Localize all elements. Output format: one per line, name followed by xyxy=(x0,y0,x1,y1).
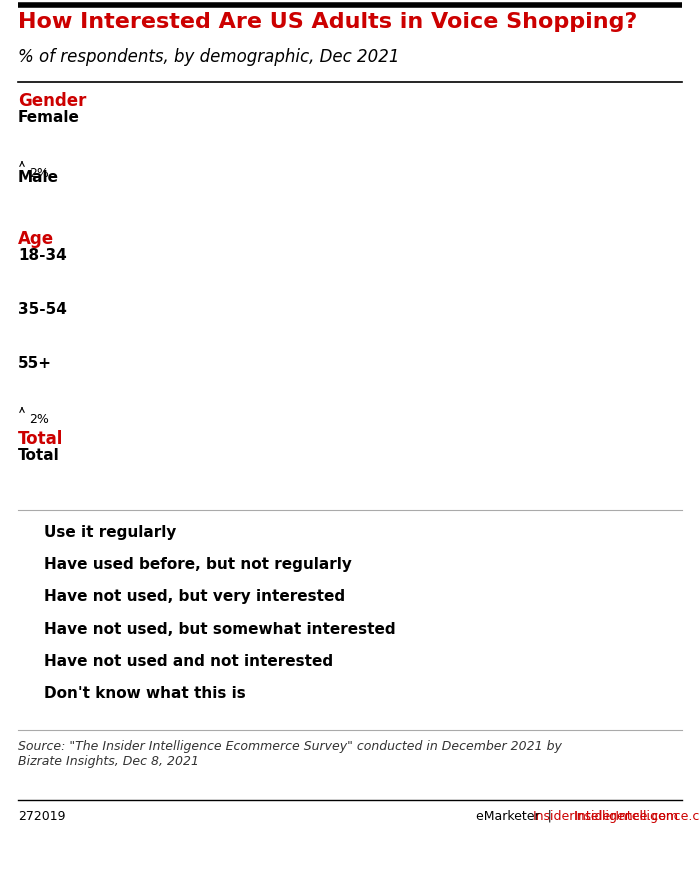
Text: 5%: 5% xyxy=(24,327,46,340)
Text: 55%: 55% xyxy=(431,135,461,148)
Text: 9%: 9% xyxy=(37,273,58,286)
Text: 13%: 13% xyxy=(105,273,135,286)
Text: 2%: 2% xyxy=(29,168,49,181)
Text: Male: Male xyxy=(18,170,59,185)
Text: 10%: 10% xyxy=(70,327,100,340)
Text: 11%: 11% xyxy=(184,273,213,286)
Text: 8%: 8% xyxy=(645,135,666,148)
Text: Female: Female xyxy=(18,110,80,125)
Text: Source: "The Insider Intelligence Ecommerce Survey" conducted in December 2021 b: Source: "The Insider Intelligence Ecomme… xyxy=(18,740,562,768)
Text: 6%: 6% xyxy=(61,381,82,394)
Text: 55+: 55+ xyxy=(18,356,52,371)
Text: InsiderIntelligence.com: InsiderIntelligence.com xyxy=(574,810,700,823)
Text: 21%: 21% xyxy=(179,135,209,148)
Text: 51%: 51% xyxy=(449,473,479,486)
Text: 10%: 10% xyxy=(167,195,197,208)
Text: 17%: 17% xyxy=(276,273,306,286)
Text: Have not used and not interested: Have not used and not interested xyxy=(44,653,333,668)
Text: 10%: 10% xyxy=(634,273,664,286)
Text: 59%: 59% xyxy=(425,381,454,394)
Text: 8%: 8% xyxy=(128,473,149,486)
Text: 8%: 8% xyxy=(34,195,55,208)
Text: Have used before, but not regularly: Have used before, but not regularly xyxy=(44,558,352,573)
Text: eMarketer  |: eMarketer | xyxy=(476,810,560,823)
Text: 5%: 5% xyxy=(24,381,46,394)
Text: 2%: 2% xyxy=(29,414,49,427)
Text: % of respondents, by demographic, Dec 2021: % of respondents, by demographic, Dec 20… xyxy=(18,48,400,66)
Text: Total: Total xyxy=(18,430,64,448)
Text: How Interested Are US Adults in Voice Shopping?: How Interested Are US Adults in Voice Sh… xyxy=(18,12,638,32)
Text: InsiderIntelligence.com: InsiderIntelligence.com xyxy=(533,810,679,823)
Text: 5%: 5% xyxy=(24,473,46,486)
Text: 7%: 7% xyxy=(648,473,669,486)
Text: 7%: 7% xyxy=(132,327,153,340)
Text: 9%: 9% xyxy=(71,473,92,486)
Text: 7%: 7% xyxy=(648,195,670,208)
Text: 35-54: 35-54 xyxy=(18,302,67,317)
Text: 12%: 12% xyxy=(95,195,125,208)
Text: 7%: 7% xyxy=(648,381,669,394)
Text: 19%: 19% xyxy=(214,327,244,340)
Text: Don't know what this is: Don't know what this is xyxy=(44,686,246,700)
Text: 17%: 17% xyxy=(256,195,286,208)
Text: 52%: 52% xyxy=(452,327,482,340)
Text: Have not used, but very interested: Have not used, but very interested xyxy=(44,589,345,605)
Text: 6%: 6% xyxy=(651,327,673,340)
Text: eMarketer  |  InsiderIntelligence.com: eMarketer | InsiderIntelligence.com xyxy=(449,810,679,823)
Text: 18-34: 18-34 xyxy=(18,248,66,263)
Text: 41%: 41% xyxy=(466,273,496,286)
Text: 47%: 47% xyxy=(466,195,496,208)
Text: Use it regularly: Use it regularly xyxy=(44,526,176,541)
Text: Have not used, but somewhat interested: Have not used, but somewhat interested xyxy=(44,621,396,636)
Text: 21%: 21% xyxy=(159,381,189,394)
Text: 7%: 7% xyxy=(31,135,52,148)
Text: 272019: 272019 xyxy=(18,810,66,823)
Text: Total: Total xyxy=(18,448,60,463)
Text: Gender: Gender xyxy=(18,92,86,110)
Text: Age: Age xyxy=(18,230,54,248)
Text: 19%: 19% xyxy=(214,473,244,486)
Text: 7%: 7% xyxy=(77,135,98,148)
